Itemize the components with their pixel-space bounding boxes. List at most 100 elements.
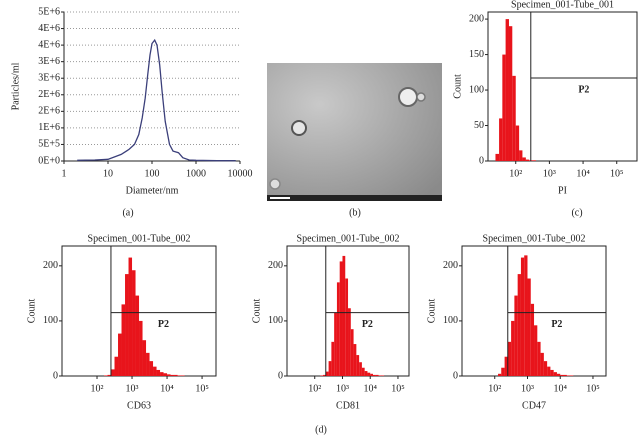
histogram-bar <box>534 325 538 376</box>
chart-title: Specimen_001-Tube_002 <box>297 233 400 244</box>
histogram-bar <box>527 278 531 376</box>
panel-label: (d) <box>315 424 327 435</box>
y-tick-label: 0E+0 <box>38 155 60 166</box>
histogram-bar <box>336 282 340 376</box>
histogram-bar <box>125 274 129 376</box>
x-tick-label: 10⁵ <box>391 383 405 394</box>
histogram-bar <box>553 372 557 376</box>
y-tick-label: 0 <box>278 370 283 381</box>
histogram-bar <box>522 157 526 161</box>
histogram-bar <box>501 367 505 376</box>
panel-label: (a) <box>122 207 133 218</box>
histogram-bar <box>499 118 503 161</box>
histogram-bar <box>367 372 371 376</box>
histogram-bar <box>375 374 379 376</box>
histogram-bar <box>543 361 548 376</box>
histogram-bar <box>356 355 360 376</box>
y-tick-label: 200 <box>469 13 484 24</box>
histogram-bar <box>135 295 140 376</box>
histogram-bar <box>508 26 513 161</box>
histogram-bar <box>114 356 119 376</box>
tem-image <box>267 63 442 201</box>
y-tick-label: 5E+6 <box>38 6 60 17</box>
y-tick-label: 4E+6 <box>38 39 60 50</box>
x-axis-label: CD47 <box>522 400 546 411</box>
histogram-bar <box>345 278 349 376</box>
y-tick-label: 200 <box>443 260 458 271</box>
y-tick-label: 4E+6 <box>38 23 60 34</box>
plot-frame <box>487 11 638 162</box>
histogram-bar <box>512 75 516 161</box>
y-axis-label: Particles/ml <box>10 62 21 110</box>
y-tick-label: 0 <box>453 370 458 381</box>
histogram-bar <box>142 340 147 376</box>
histogram-bar <box>515 125 520 161</box>
y-tick-label: 200 <box>268 260 283 271</box>
panel-label: (b) <box>349 207 361 218</box>
histogram-bar <box>519 150 523 161</box>
x-tick-label: 10² <box>509 168 522 179</box>
y-tick-label: 0 <box>53 370 58 381</box>
x-tick-label: 10³ <box>126 383 139 394</box>
x-tick-label: 1000 <box>186 168 206 179</box>
y-tick-label: 3E+6 <box>38 56 60 67</box>
y-tick-label: 100 <box>443 315 458 326</box>
histogram-bar <box>348 308 351 376</box>
histogram-bar <box>139 320 143 376</box>
histogram-bar <box>520 257 525 376</box>
histogram-bar <box>372 374 376 376</box>
histogram-bar <box>328 361 332 376</box>
histogram-bar <box>361 367 365 376</box>
gate-label: P2 <box>551 319 562 330</box>
y-tick-label: 2E+6 <box>38 106 60 117</box>
histogram-bar <box>339 261 343 376</box>
histogram-bar <box>132 270 136 376</box>
y-axis-label: Count <box>426 299 437 324</box>
histogram-bar <box>540 352 544 376</box>
histogram-bar <box>505 19 509 161</box>
histogram-bar <box>149 361 154 376</box>
histogram-bar <box>502 54 506 162</box>
x-tick-label: 10⁵ <box>586 383 600 394</box>
histogram-bar <box>153 366 157 376</box>
histogram-bar <box>370 373 373 376</box>
histogram-bar <box>495 153 500 161</box>
histogram-bar <box>566 375 571 376</box>
x-tick-label: 10⁴ <box>553 383 567 394</box>
histogram-bar <box>532 160 536 161</box>
histogram-bar <box>174 374 178 376</box>
y-tick-label: 50 <box>474 120 484 131</box>
histogram-bar <box>323 374 326 376</box>
histogram-bar <box>163 373 168 376</box>
y-tick-label: 100 <box>43 315 58 326</box>
histogram-bar <box>128 257 133 376</box>
chart-title: Specimen_001-Tube_002 <box>483 233 586 244</box>
histogram-bar <box>570 375 574 376</box>
histogram-bar <box>107 374 112 376</box>
histogram-bar <box>156 369 161 376</box>
histogram-bar <box>498 373 502 376</box>
histogram-bar <box>320 375 324 376</box>
y-tick-label: 2E+6 <box>38 89 60 100</box>
y-tick-label: 0 <box>479 155 484 166</box>
x-tick-label: 10³ <box>543 168 556 179</box>
x-tick-label: 10000 <box>228 168 253 179</box>
y-tick-label: 200 <box>43 260 58 271</box>
histogram-bar <box>563 374 567 376</box>
gate-label: P2 <box>158 319 169 330</box>
histogram-bar <box>331 341 335 376</box>
histogram-bar <box>364 371 368 376</box>
line <box>77 38 236 162</box>
histogram-bar <box>353 344 357 376</box>
histogram-bar <box>167 374 171 376</box>
x-axis-label: PI <box>558 185 567 196</box>
histogram-bar <box>511 320 515 376</box>
x-tick-label: 10⁴ <box>576 168 590 179</box>
histogram-bar <box>181 375 185 376</box>
y-axis-label: Count <box>251 299 262 324</box>
histogram-bar <box>378 375 382 376</box>
y-tick-label: 100 <box>469 84 484 95</box>
histogram-bar <box>517 274 521 376</box>
histogram-bar <box>103 375 108 376</box>
